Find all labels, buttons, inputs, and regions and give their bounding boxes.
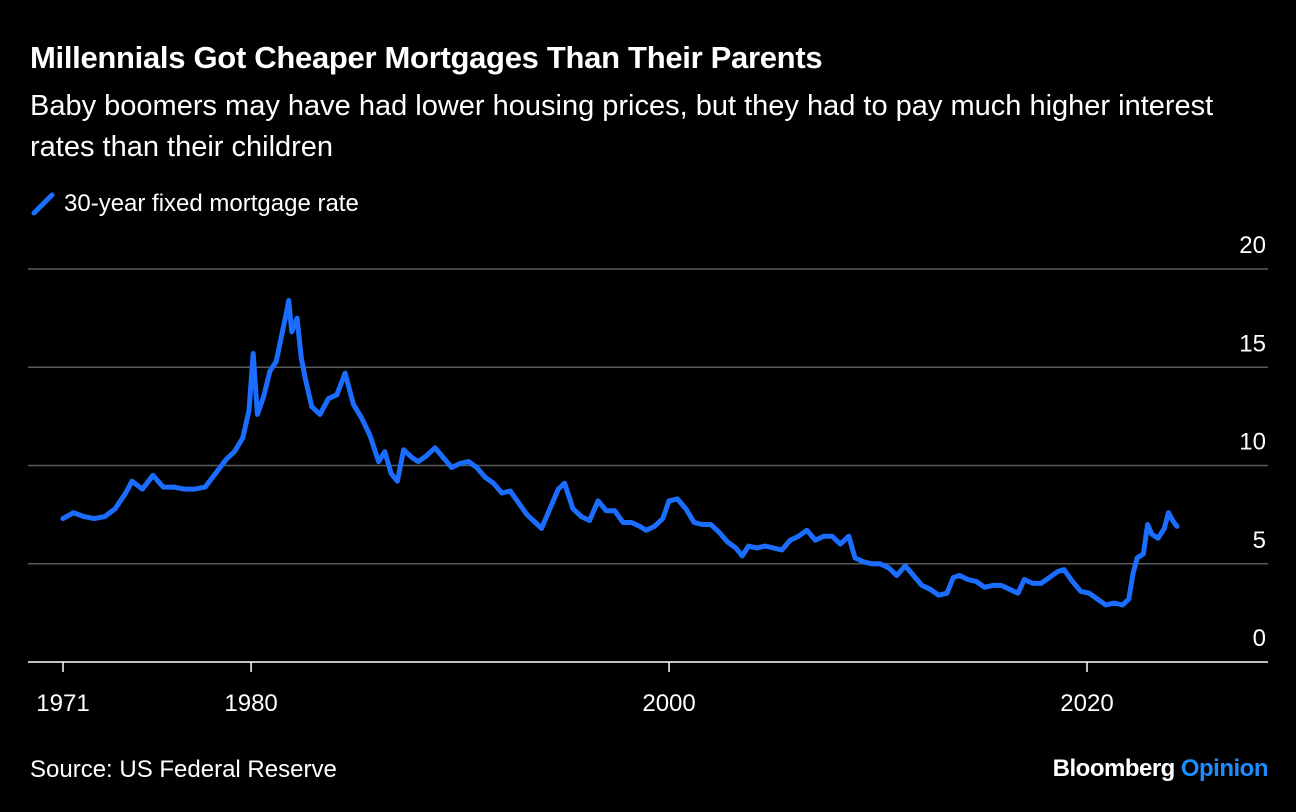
x-tick-label: 2020 bbox=[1060, 690, 1113, 717]
y-tick-label: 10 bbox=[1239, 429, 1266, 456]
y-tick-label: 15 bbox=[1239, 330, 1266, 357]
brand-name: Bloomberg bbox=[1052, 755, 1176, 782]
y-tick-label: 0 bbox=[1253, 625, 1266, 652]
x-tick-label: 1971 bbox=[36, 690, 89, 717]
chart-legend: 30-year fixed mortgage rate bbox=[30, 190, 359, 218]
brand-suffix: Opinion bbox=[1180, 755, 1269, 782]
legend-label: 30-year fixed mortgage rate bbox=[64, 190, 359, 217]
x-tick-label: 2000 bbox=[642, 690, 695, 717]
y-tick-label: 20 bbox=[1239, 232, 1266, 259]
chart-subtitle: Baby boomers may have had lower housing … bbox=[30, 90, 1214, 163]
source-note: Source: US Federal Reserve bbox=[30, 756, 337, 783]
legend-line-swatch-icon bbox=[30, 191, 56, 217]
brand-logo: Bloomberg Opinion bbox=[1052, 755, 1269, 783]
series-line-mortgage-rate bbox=[60, 297, 1180, 608]
y-tick-label: 5 bbox=[1253, 527, 1266, 554]
chart-title: Millennials Got Cheaper Mortgages Than T… bbox=[30, 40, 823, 75]
x-tick-label: 1980 bbox=[224, 690, 277, 717]
